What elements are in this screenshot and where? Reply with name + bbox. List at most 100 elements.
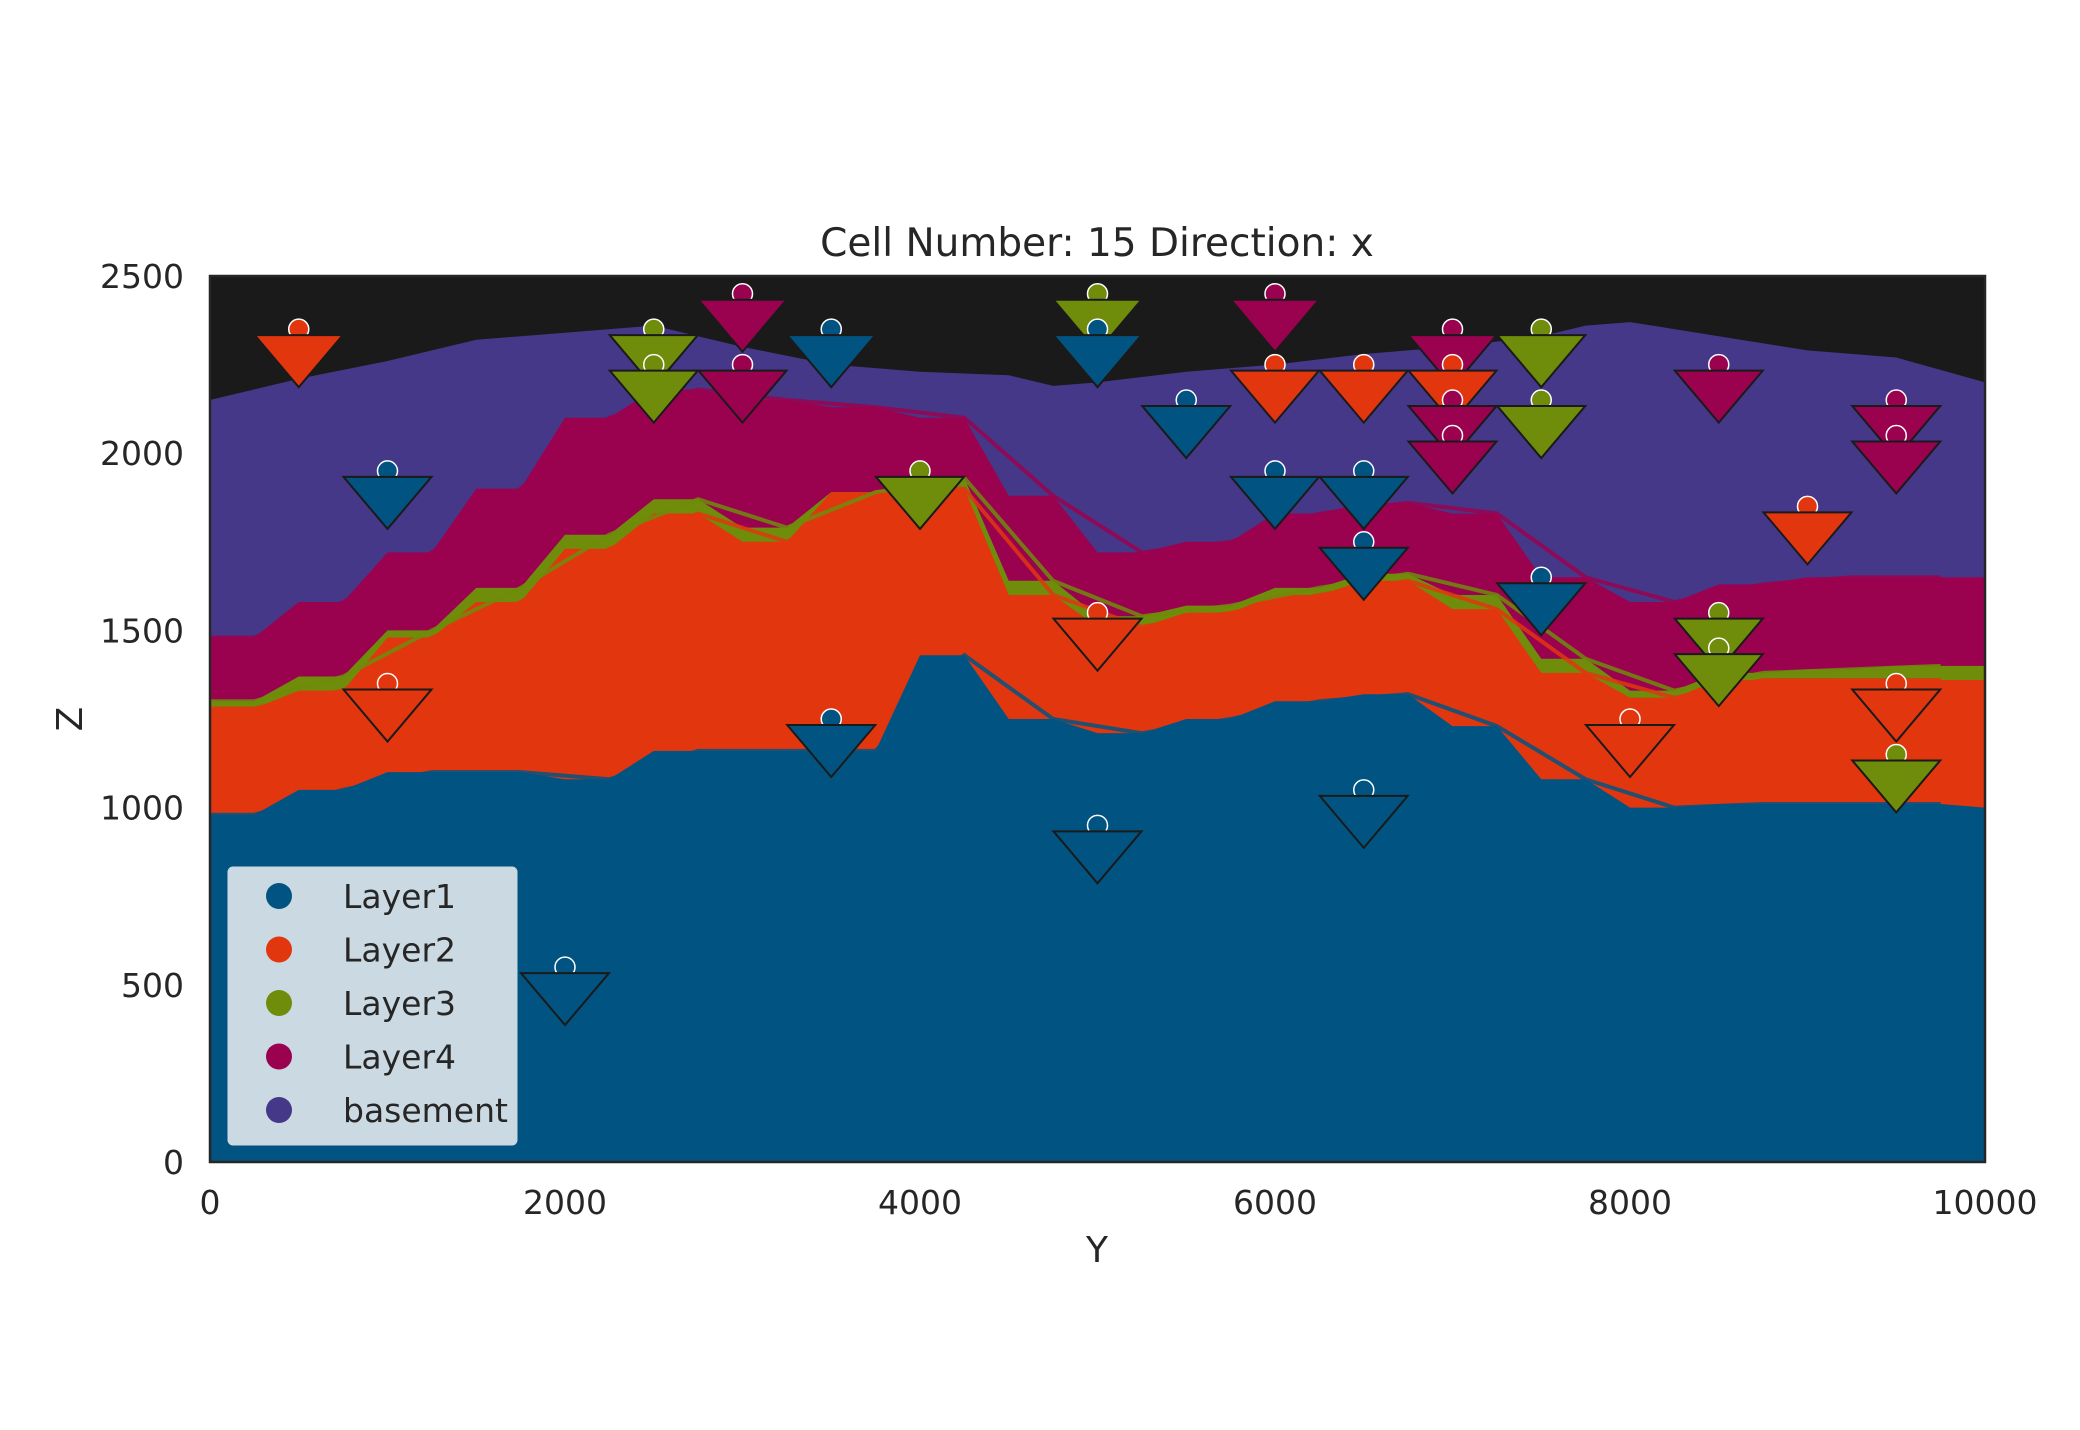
orientation-arrow-marker [1051,334,1144,389]
orientation-arrow-marker [1317,369,1410,425]
legend-box [227,866,518,1146]
orientation-point [1317,353,1410,425]
legend-label-layer1: Layer1 [343,877,456,916]
orientation-point [696,353,789,425]
orientation-point [607,353,700,425]
orientation-arrow-marker [607,369,700,425]
orientation-point [1140,389,1233,460]
orientation-point [341,672,434,744]
orientation-point [252,318,345,389]
orientation-point [1317,531,1410,602]
y-tick-label: 500 [121,966,184,1005]
orientation-arrow-marker [1761,511,1854,566]
legend-label-layer4: Layer4 [343,1038,456,1077]
orientation-point [1672,637,1765,708]
legend-marker-layer1 [266,883,292,909]
orientation-arrow-marker [1583,724,1677,779]
orientation-arrow-marker [1850,440,1943,496]
orientation-arrow-marker [696,369,789,425]
x-tick-label: 2000 [523,1183,607,1222]
orientation-point [1051,318,1144,389]
orientation-point [1850,672,1943,744]
orientation-point [1495,389,1588,460]
y-tick-label: 1500 [100,611,184,650]
legend-label-basement: basement [343,1091,508,1130]
orientation-point [1228,353,1322,425]
orientation-arrow-marker [1317,475,1410,531]
plot-frame [208,274,1987,1164]
y-axis-label: Z [50,707,91,732]
orientation-point [341,460,434,531]
legend-marker-layer3 [266,990,292,1016]
contour-layer3 [210,475,1941,704]
orientation-arrow-marker [696,298,789,354]
orientation-arrow-marker [1317,546,1410,602]
orientation-point [1228,460,1322,531]
orientation-arrow-marker [1228,298,1322,354]
orientation-points [252,282,1943,1027]
y-tick-label: 2000 [100,434,184,473]
orientation-point [1051,601,1144,673]
contour-layer4 [210,387,1941,640]
orientation-arrow-marker [1228,369,1322,425]
orientation-arrow-marker [1317,794,1410,850]
chart-title: Cell Number: 15 Direction: x [820,221,1374,266]
y-tick-label: 0 [163,1143,184,1182]
legend-items: Layer1 Layer2 Layer3 Layer4 basement [266,877,508,1130]
legend-label-layer3: Layer3 [343,984,456,1023]
orientation-point [1051,814,1144,885]
x-tick-label: 4000 [878,1183,962,1222]
orientation-point [785,708,878,779]
y-axis-ticks: 0 500 1000 1500 2000 2500 [100,257,184,1182]
orientation-point [1228,282,1322,354]
legend-label-layer2: Layer2 [343,931,456,970]
x-tick-label: 0 [200,1183,221,1222]
orientation-arrow-marker [1051,617,1144,673]
contour-layer1 [210,652,1941,817]
orientation-arrow-marker [1850,688,1943,744]
orientation-arrow-marker [1495,582,1588,637]
orientation-arrow-marker [1672,369,1765,425]
orientation-arrow-marker [1228,475,1322,531]
layer-contours [210,387,1941,817]
orientation-point [1850,743,1943,814]
orientation-arrow-marker [518,972,612,1027]
legend: Layer1 Layer2 Layer3 Layer4 basement [227,866,518,1146]
plot-area [208,274,1987,1164]
legend-marker-layer4 [266,1043,292,1070]
orientation-point [1406,424,1499,496]
orientation-arrow-marker [341,475,434,531]
x-tick-label: 8000 [1588,1183,1672,1222]
orientation-point [785,318,878,389]
orientation-arrow-marker [1850,759,1943,814]
orientation-arrow-marker [1672,653,1765,708]
orientation-point [1761,495,1854,566]
orientation-point [1850,424,1943,496]
orientation-point [1672,353,1765,425]
legend-marker-layer2 [266,936,292,963]
orientation-point [873,460,967,531]
orientation-point [1317,460,1410,531]
orientation-arrow-marker [1051,830,1144,885]
orientation-arrow-marker [1495,334,1588,389]
orientation-arrow-marker [1406,440,1499,496]
orientation-arrow-marker [785,724,878,779]
orientation-point [1583,708,1677,779]
orientation-point [518,956,612,1027]
orientation-arrow-marker [873,475,967,531]
x-tick-label: 10000 [1933,1183,2038,1222]
contour-layer2 [210,486,1941,711]
x-tick-label: 6000 [1233,1183,1317,1222]
x-axis-ticks: 0 2000 4000 6000 8000 10000 [200,1183,2038,1222]
orientation-arrow-marker [1495,405,1588,460]
orientation-point [1317,779,1410,850]
y-tick-label: 2500 [100,257,184,296]
orientation-arrow-marker [1140,405,1233,460]
orientation-arrow-marker [252,334,345,389]
orientation-point [1495,318,1588,389]
layer-area-layer1 [210,655,1985,1162]
orientation-point [1495,566,1588,637]
orientation-point [696,282,789,354]
x-axis-label: Y [1085,1230,1109,1271]
